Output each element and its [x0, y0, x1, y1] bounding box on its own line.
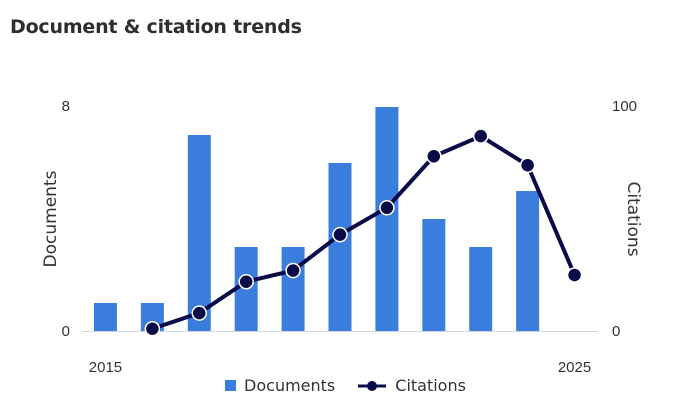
bar-documents-2017[interactable]: [187, 135, 211, 331]
x-tick-last: 2025: [558, 359, 591, 376]
legend-item-documents[interactable]: Documents: [225, 376, 335, 395]
left-y-tick-max: 8: [62, 98, 70, 115]
chart-legend: Documents Citations: [0, 376, 691, 395]
bar-documents-2021[interactable]: [375, 107, 399, 331]
legend-citations-swatch: [358, 380, 387, 391]
point-citations-2022[interactable]: [426, 148, 442, 165]
chart-title: Document & citation trends: [10, 16, 302, 38]
right-y-tick-max: 100: [612, 98, 637, 115]
legend-item-citations[interactable]: Citations: [357, 376, 466, 395]
citations-line: [151, 134, 577, 331]
bar-documents-2019[interactable]: [281, 247, 305, 331]
right-y-tick-0: 0: [612, 323, 620, 340]
point-citations-2018[interactable]: [238, 273, 254, 290]
point-citations-2023[interactable]: [472, 128, 489, 144]
point-citations-2017[interactable]: [191, 305, 208, 321]
legend-documents-label: Documents: [244, 376, 336, 395]
citations-line-series: [144, 128, 583, 337]
x-tick-first: 2015: [89, 359, 122, 376]
bar-documents-2024[interactable]: [516, 191, 540, 331]
point-citations-2025[interactable]: [566, 267, 583, 283]
bar-documents-2020[interactable]: [328, 163, 352, 331]
point-citations-2020[interactable]: [332, 226, 348, 243]
bar-documents-2022[interactable]: [422, 219, 446, 331]
bar-documents-2015[interactable]: [93, 303, 117, 331]
point-citations-2016[interactable]: [144, 321, 161, 337]
right-axis-title: Citations: [623, 181, 643, 256]
bar-documents-2023[interactable]: [469, 247, 493, 331]
left-y-tick-0: 0: [62, 323, 70, 340]
point-citations-2019[interactable]: [285, 262, 301, 279]
legend-documents-swatch: [225, 380, 237, 391]
point-citations-2024[interactable]: [519, 157, 536, 173]
legend-citations-label: Citations: [395, 376, 466, 395]
left-axis-title: Documents: [41, 170, 61, 267]
point-citations-2021[interactable]: [379, 200, 395, 216]
documents-bars: [93, 107, 540, 331]
